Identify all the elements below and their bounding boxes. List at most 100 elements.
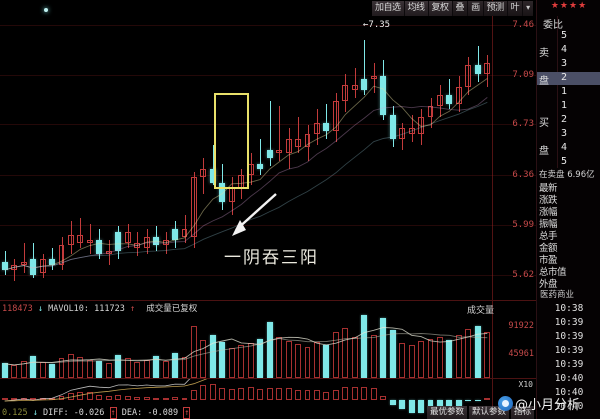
buy-level-num: 4	[561, 142, 568, 153]
buy-level-num: 2	[561, 114, 568, 125]
tick-time-3[interactable]: 10:39	[554, 345, 584, 356]
volume-bar	[257, 338, 264, 378]
volume-pane[interactable]: 118473 ↓ MAVOL10: 111723 ↑ 成交量已复权 成交量 91…	[0, 300, 536, 378]
volume-bar	[228, 347, 235, 378]
volume-bar	[209, 334, 216, 378]
stat-2[interactable]: 涨幅	[539, 207, 558, 218]
buy-label-char: 盘	[539, 146, 549, 157]
toolbar-button-5[interactable]: 预测	[483, 1, 508, 16]
volume-bar	[437, 336, 443, 378]
macd-bar	[474, 400, 481, 401]
tick-time-7[interactable]: 10:40	[554, 401, 584, 412]
macd-axis-separator	[492, 379, 493, 419]
toolbar-button-2[interactable]: 复权	[428, 1, 453, 16]
price-gridline	[0, 225, 536, 226]
macd-buttons[interactable]: 最优参数 默认参数 指标	[426, 406, 534, 419]
volume-bar	[58, 358, 65, 378]
macd-bar	[380, 395, 387, 400]
tick-time-6[interactable]: 10:40	[554, 387, 584, 398]
macd-bar	[219, 387, 226, 400]
mavol-up-arrow-icon: ↑	[130, 304, 136, 314]
tick-time-0[interactable]: 10:38	[554, 303, 584, 314]
macd-bar	[105, 396, 112, 400]
toolbar-button-extra[interactable]: 叶	[507, 1, 524, 16]
sell-level-5[interactable]: 5	[537, 30, 600, 43]
volume-bar	[153, 356, 160, 378]
price-axis-label: 5.99	[512, 220, 534, 230]
rating-stars-icon: ★★★★	[550, 1, 588, 11]
sector-label[interactable]: 医药商业	[540, 290, 575, 300]
stat-5[interactable]: 金额	[539, 243, 558, 254]
tick-time-2[interactable]: 10:39	[554, 331, 584, 342]
volume-bar	[332, 332, 339, 378]
volume-bar	[96, 360, 103, 378]
stat-3[interactable]: 振幅	[539, 219, 558, 230]
order-book-panel[interactable]: ★★★★ 委比 5 卖 4 3 盘 2 1 1 买 2 3 盘 4 5 在卖盘 6.96亿 最新 涨跌 涨幅 振幅…	[536, 0, 600, 419]
volume-bar	[380, 318, 387, 378]
macd-button-2[interactable]: 指标	[510, 406, 534, 419]
macd-button-0[interactable]: 最优参数	[426, 406, 467, 419]
volume-bar	[115, 355, 122, 378]
macd-pane[interactable]: X10 0.125 ↓ DIFF: -0.026 ↑ DEA: -0.089 ↑…	[0, 378, 536, 419]
volume-bar	[389, 330, 396, 378]
toolbar-button-3[interactable]: 叠	[452, 1, 469, 16]
volume-right-label: 成交量	[466, 306, 494, 316]
diff-value: -0.026	[73, 408, 105, 418]
sell-level-3[interactable]: 3	[537, 58, 600, 71]
volume-bar	[285, 341, 292, 378]
macd-bar	[285, 387, 292, 400]
toolbar-button-4[interactable]: 画	[468, 1, 484, 16]
buy-level-3[interactable]: 3	[537, 128, 600, 141]
volume-bar	[295, 344, 301, 378]
macd-bar	[58, 395, 65, 400]
macd-bar	[427, 400, 434, 412]
macd-bar	[181, 398, 188, 400]
macd-bar	[455, 400, 462, 406]
macd-bar	[351, 387, 358, 400]
stat-4[interactable]: 总手	[539, 231, 558, 242]
price-chart-pane[interactable]: 7.46 7.09 6.73 6.36 5.99 5.62 一阴吞三阳 ←7.35	[0, 0, 536, 300]
volume-axis-label: 45961	[508, 349, 534, 359]
stat-6[interactable]: 市盈	[539, 255, 558, 266]
stat-7[interactable]: 总市值	[539, 267, 567, 278]
sell-level-1[interactable]: 1	[537, 86, 600, 99]
chart-toolbar[interactable]: 加自选 均线 复权叠画预测叶 ▾	[372, 1, 534, 16]
macd-button-1[interactable]: 默认参数	[468, 406, 509, 419]
tick-time-4[interactable]: 10:39	[554, 359, 584, 370]
volume-bar	[399, 343, 406, 378]
stat-8[interactable]: 外盘	[539, 279, 558, 290]
stat-0[interactable]: 最新	[539, 183, 558, 194]
tick-time-5[interactable]: 10:40	[554, 373, 584, 384]
stat-1[interactable]: 涨跌	[539, 195, 558, 206]
volume-bar	[238, 345, 245, 378]
dea-label: DEA:	[121, 408, 143, 418]
macd-bar	[266, 387, 273, 400]
order-note: 在卖盘 6.96亿	[539, 170, 595, 180]
order-book-title-text: 委比	[543, 20, 563, 31]
macd-bar	[162, 398, 169, 400]
chevron-down-icon[interactable]: ▾	[523, 1, 534, 16]
macd-bar	[247, 387, 254, 400]
buy-level-5[interactable]: 5	[537, 156, 600, 169]
macd-bar	[209, 384, 216, 400]
macd-scale-label: X10	[518, 380, 533, 389]
volume-bar	[474, 325, 481, 378]
mavol-label: MAVOL10:	[48, 304, 90, 314]
macd-bar	[437, 400, 443, 409]
volume-bar	[342, 328, 349, 378]
toolbar-button-0[interactable]: 加自选	[372, 1, 405, 16]
macd-bar	[11, 398, 18, 400]
price-axis-label: 7.46	[512, 19, 534, 30]
volume-value: 118473	[2, 304, 33, 314]
volume-bar	[351, 336, 358, 378]
order-book-title: 委比	[537, 16, 600, 31]
side-vertical-divider	[557, 16, 558, 168]
toolbar-button-1[interactable]: 均线	[404, 1, 429, 16]
tick-time-1[interactable]: 10:39	[554, 317, 584, 328]
volume-bar	[219, 342, 226, 378]
buy-level-1[interactable]: 1	[537, 100, 600, 113]
